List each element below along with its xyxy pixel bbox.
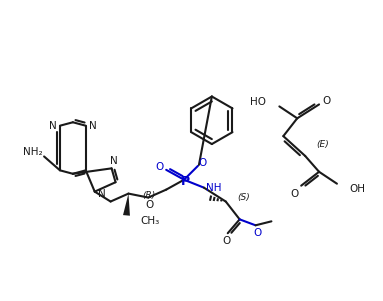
- Text: O: O: [223, 236, 231, 246]
- Text: P: P: [180, 175, 190, 188]
- Text: O: O: [155, 162, 164, 172]
- Text: O: O: [254, 228, 262, 238]
- Text: O: O: [199, 158, 207, 168]
- Text: N: N: [89, 121, 97, 131]
- Text: O: O: [322, 96, 330, 107]
- Text: N: N: [110, 157, 118, 166]
- Text: (R): (R): [142, 191, 155, 200]
- Text: O: O: [290, 189, 298, 199]
- Text: (E): (E): [317, 140, 329, 149]
- Text: OH: OH: [350, 184, 366, 194]
- Text: NH₂: NH₂: [23, 147, 43, 157]
- Text: NH: NH: [206, 183, 222, 193]
- Text: N: N: [49, 121, 57, 131]
- Text: N: N: [98, 189, 106, 199]
- Polygon shape: [123, 194, 130, 216]
- Text: (S): (S): [238, 193, 250, 202]
- Text: HO: HO: [250, 98, 267, 107]
- Text: CH₃: CH₃: [141, 216, 160, 226]
- Text: O: O: [145, 200, 154, 210]
